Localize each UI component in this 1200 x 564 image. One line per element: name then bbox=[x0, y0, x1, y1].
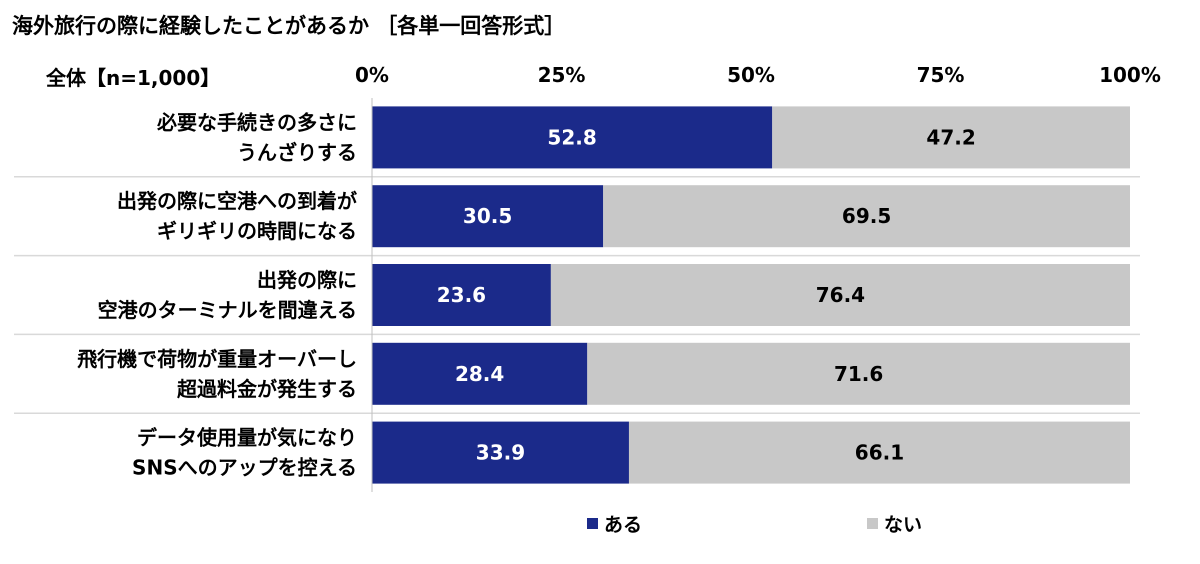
data-label: 66.1 bbox=[855, 441, 904, 465]
x-tick-label: 25% bbox=[538, 63, 586, 87]
data-label: 47.2 bbox=[926, 125, 975, 149]
data-label: 69.5 bbox=[842, 204, 891, 228]
sample-size-label: 全体【n=1,000】 bbox=[46, 66, 221, 90]
data-label: 30.5 bbox=[463, 204, 512, 228]
bar-segment-nai bbox=[550, 264, 1130, 326]
legend-swatch-aru bbox=[587, 518, 598, 529]
category-label: うんざりする bbox=[237, 140, 357, 164]
data-label: 52.8 bbox=[547, 125, 596, 149]
bar-segment-aru bbox=[372, 342, 588, 405]
category-label: 飛行機で荷物が重量オーバーし bbox=[77, 347, 357, 371]
legend-item-aru: ある bbox=[587, 510, 642, 537]
legend-label-nai: ない bbox=[884, 514, 923, 536]
data-label: 23.6 bbox=[437, 283, 486, 307]
legend-swatch-nai bbox=[867, 518, 878, 529]
bar-segment-aru bbox=[372, 264, 551, 326]
category-label: ギリギリの時間になる bbox=[157, 219, 357, 243]
x-tick-label: 100% bbox=[1099, 63, 1161, 87]
bar-segment-aru bbox=[372, 421, 629, 484]
data-label: 76.4 bbox=[816, 283, 865, 307]
category-label: データ使用量が気になり bbox=[137, 426, 357, 450]
chart-title: 海外旅行の際に経験したことがあるか ［各単一回答形式］ bbox=[12, 14, 566, 38]
bar-segment-aru bbox=[372, 185, 604, 248]
bar-segment-aru bbox=[372, 106, 773, 169]
bar-segment-nai bbox=[587, 342, 1130, 405]
x-tick-label: 0% bbox=[355, 63, 389, 87]
bar-segment-nai bbox=[603, 185, 1130, 248]
category-label: 出発の際に空港への到着が bbox=[117, 189, 357, 213]
bar-segment-nai bbox=[628, 421, 1130, 484]
x-tick-label: 75% bbox=[917, 63, 965, 87]
category-label: SNSへのアップを控える bbox=[132, 456, 357, 480]
legend-item-nai: ない bbox=[867, 510, 922, 537]
category-label: 空港のターミナルを間違える bbox=[98, 298, 357, 322]
bar-segment-nai bbox=[772, 106, 1130, 169]
category-label: 必要な手続きの多さに bbox=[156, 110, 357, 134]
data-label: 33.9 bbox=[476, 441, 525, 465]
data-label: 28.4 bbox=[455, 362, 504, 386]
legend-label-aru: ある bbox=[604, 514, 643, 536]
category-label: 超過料金が発生する bbox=[176, 377, 357, 401]
category-label: 出発の際に bbox=[257, 268, 357, 292]
x-tick-label: 50% bbox=[727, 63, 775, 87]
data-label: 71.6 bbox=[834, 362, 883, 386]
